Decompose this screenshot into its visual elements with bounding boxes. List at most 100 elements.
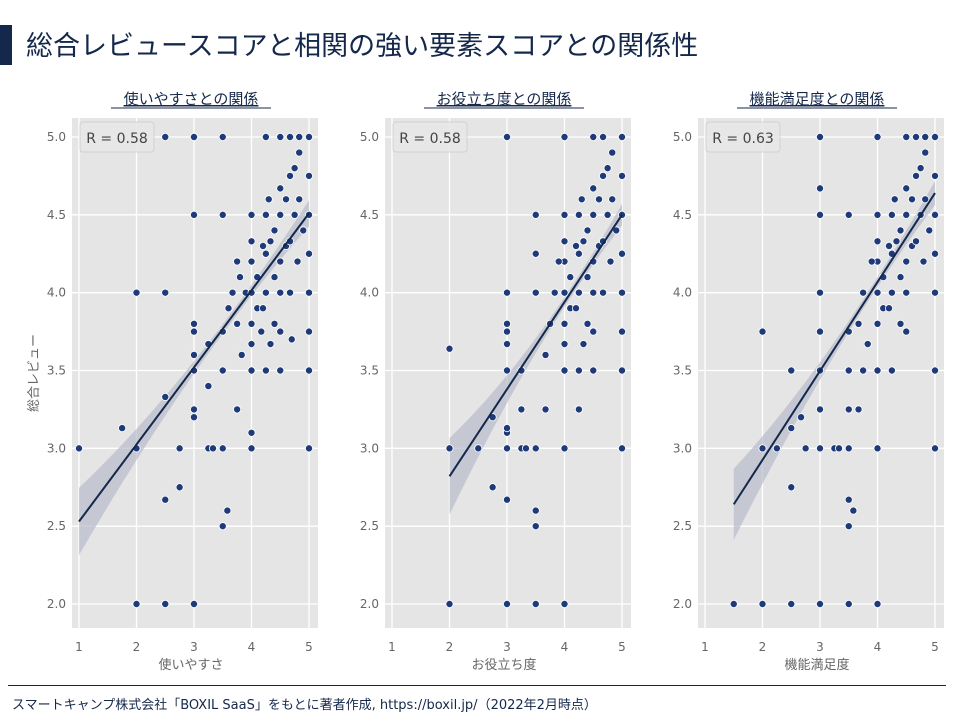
y-tick-label: 4.5 [47,208,66,222]
data-point [218,132,227,141]
data-point [873,366,882,375]
panel-title: お役立ち度との関係 [437,90,572,108]
page-title: 総合レビュースコアと相関の強い要素スコアとの関係性 [26,31,699,62]
y-tick-label: 5.0 [673,130,692,144]
y-tick-label: 2.0 [47,597,66,611]
data-point [572,304,581,313]
data-point [560,319,569,328]
data-point [787,600,796,609]
data-point [445,600,454,609]
data-point [583,226,592,235]
data-point [270,319,279,328]
data-point [270,273,279,282]
regression-line [732,192,936,505]
data-point [908,195,917,204]
data-point [729,600,738,609]
data-point [931,288,940,297]
data-point [816,288,825,297]
data-point [816,210,825,219]
data-point [873,210,882,219]
data-point [931,444,940,453]
r-annotation-box [392,121,468,153]
data-point [618,132,627,141]
data-point [902,132,911,141]
data-point [921,148,930,157]
data-point [208,444,217,453]
data-point [873,288,882,297]
data-point [618,444,627,453]
data-point [304,288,313,297]
data-point [276,210,285,219]
panel-title: 使いやすさとの関係 [124,90,259,108]
data-point [589,288,598,297]
y-tick-label: 4.5 [360,208,379,222]
data-point [566,273,575,282]
panel-3: 1 2 3 4 5 2.0 2.5 3.0 3.5 4.0 4.5 5.0 R = 0.63 機能満足度と… [673,90,944,673]
data-point [873,444,882,453]
data-point [502,444,511,453]
r-annotation-box [705,121,781,153]
data-point [595,195,604,204]
data-point [175,483,184,492]
data-point [233,319,242,328]
data-point [574,210,583,219]
data-point [758,600,767,609]
data-point [816,327,825,336]
data-point [261,249,270,258]
y-tick-label: 2.5 [673,519,692,533]
data-point [75,444,84,453]
data-point [445,444,454,453]
data-point [896,226,905,235]
data-point [189,350,198,359]
data-point [258,304,267,313]
data-point [844,405,853,414]
data-point [921,195,930,204]
data-point [218,366,227,375]
data-point [885,304,894,313]
data-point [873,132,882,141]
data-point [797,413,806,422]
y-tick-label: 3.0 [360,441,379,455]
data-point [844,522,853,531]
y-axis-label: 総合レビュー [27,334,42,412]
data-point [603,164,612,173]
data-point [931,249,940,258]
data-point [863,340,872,349]
data-point [502,132,511,141]
data-point [560,237,569,246]
data-point [304,366,313,375]
data-point [132,288,141,297]
data-point [531,522,540,531]
y-tick-label: 4.0 [673,286,692,300]
data-point [295,132,304,141]
data-point [295,195,304,204]
data-point [502,327,511,336]
data-point [816,444,825,453]
data-point [574,366,583,375]
data-point [276,327,285,336]
data-point [599,171,608,180]
x-tick-label: 2 [759,640,767,654]
data-point [931,366,940,375]
data-point [261,288,270,297]
data-point [228,288,237,297]
data-point [859,366,868,375]
y-tick-label: 5.0 [360,130,379,144]
data-point [304,171,313,180]
data-point [247,444,256,453]
data-point [290,164,299,173]
data-point [589,132,598,141]
y-tick-label: 3.0 [47,441,66,455]
x-axis-label: 機能満足度 [784,657,849,673]
data-point [531,288,540,297]
data-point [299,226,308,235]
x-axis-label: 使いやすさ [158,657,223,673]
data-point [257,327,266,336]
data-point [247,210,256,219]
x-tick-label: 2 [446,640,454,654]
panel-title: 機能満足度との関係 [750,90,885,108]
panel-2: 1 2 3 4 5 2.0 2.5 3.0 3.5 4.0 4.5 5.0 R = 0.58 お役立ち度と… [360,90,631,673]
data-point [603,210,612,219]
data-point [560,366,569,375]
y-tick-label: 2.0 [673,597,692,611]
